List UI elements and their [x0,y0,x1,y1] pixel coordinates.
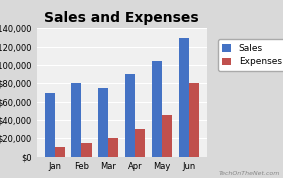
Bar [44,93,55,157]
Bar [82,143,92,157]
Bar [108,138,119,157]
Bar [55,148,65,157]
Bar [152,61,162,157]
Bar [71,83,82,157]
Title: Sales and Expenses: Sales and Expenses [44,11,199,25]
Bar [98,88,108,157]
Text: TechOnTheNet.com: TechOnTheNet.com [219,171,280,176]
Legend: Sales, Expenses: Sales, Expenses [218,39,283,71]
Bar [179,38,189,157]
Bar [162,116,172,157]
Bar [125,74,135,157]
Bar [135,129,145,157]
Bar [189,83,199,157]
